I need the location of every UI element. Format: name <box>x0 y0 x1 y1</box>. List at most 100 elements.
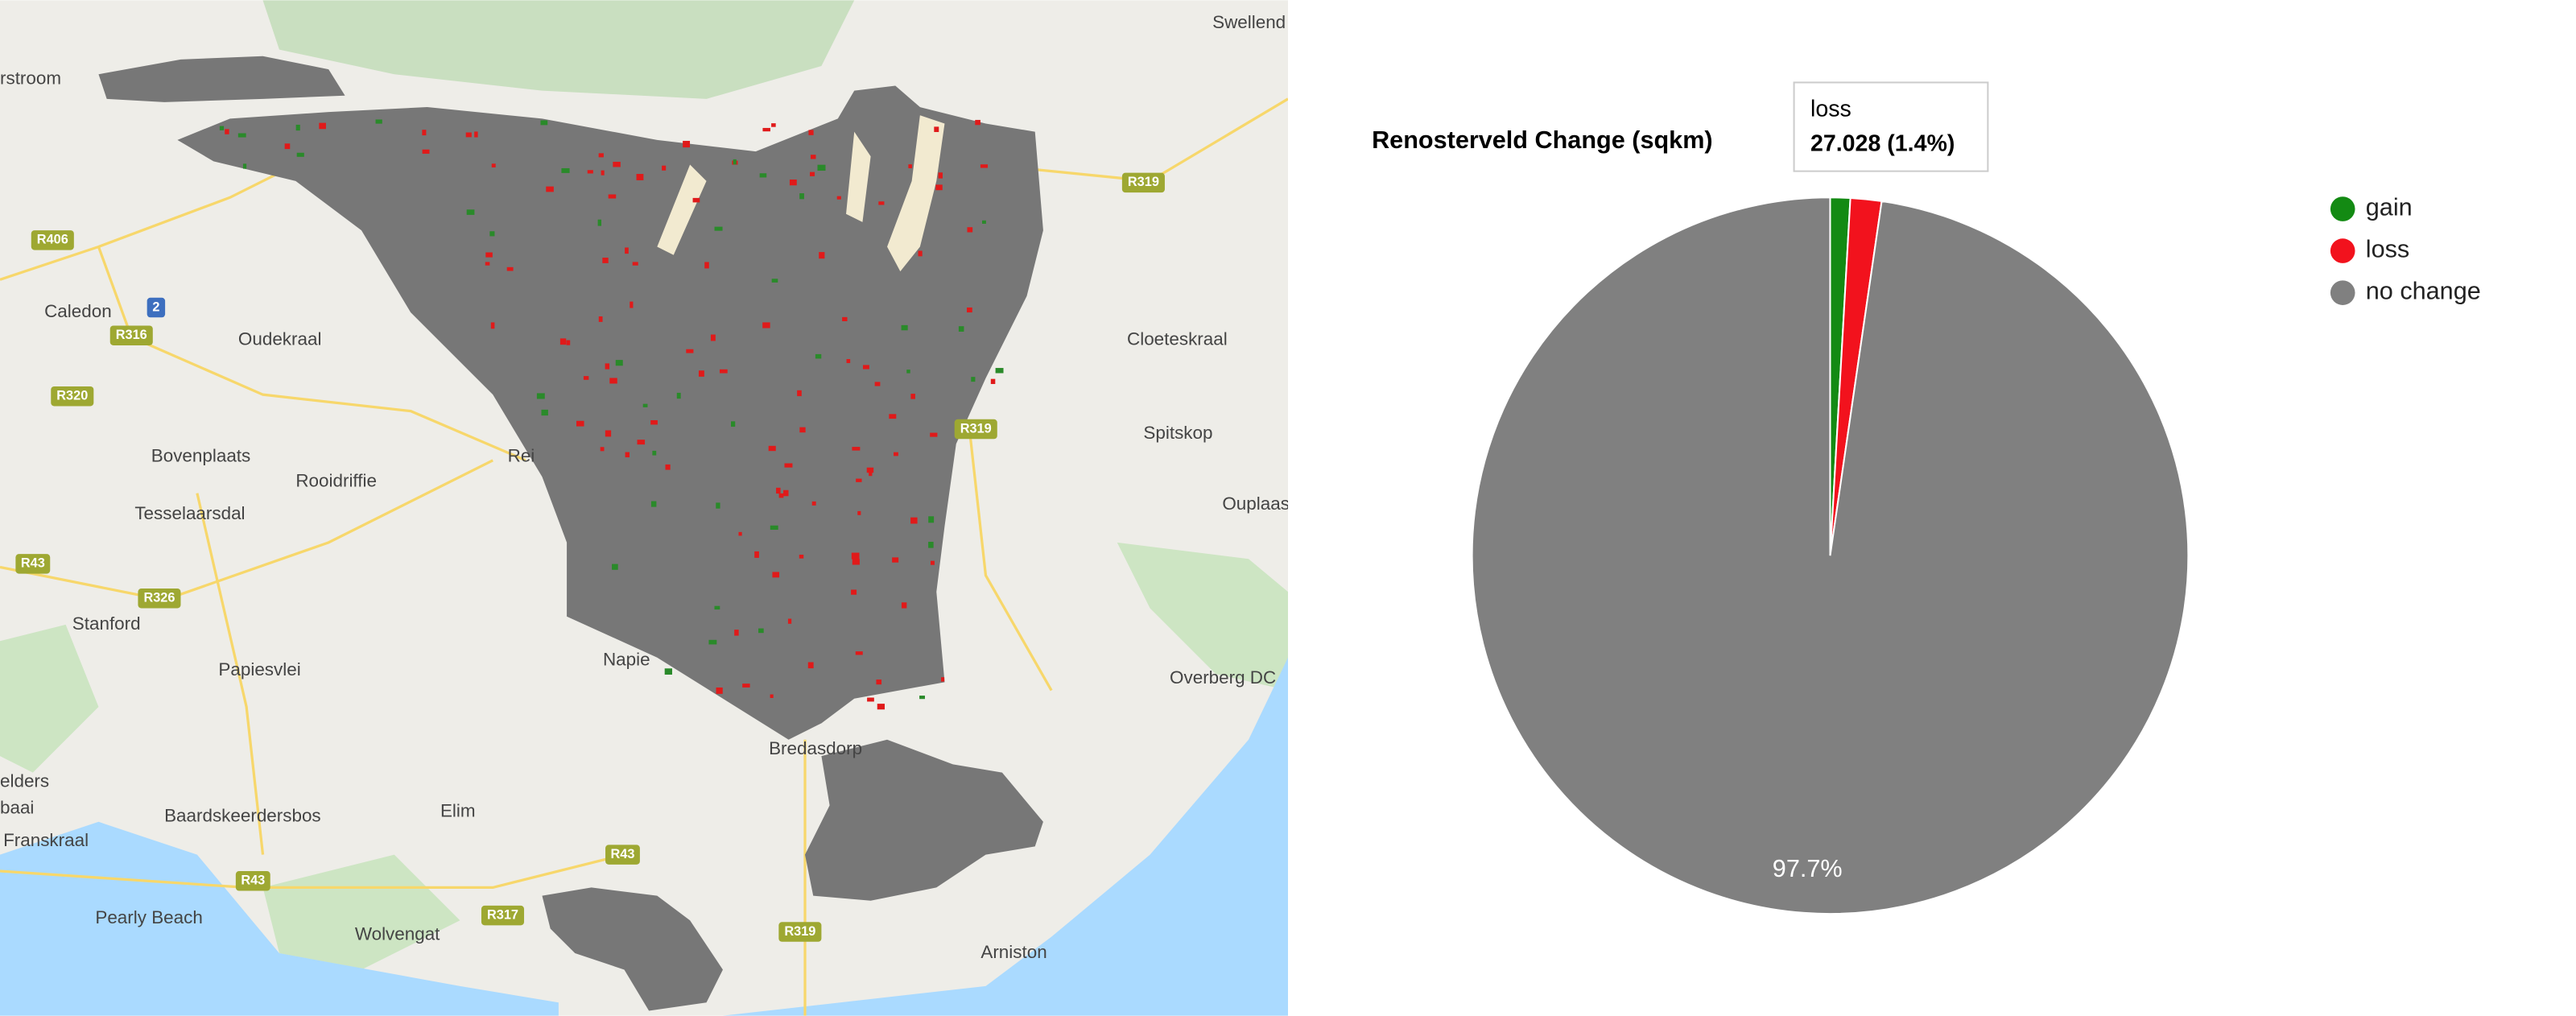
speck <box>762 127 770 132</box>
legend-swatch <box>2330 238 2355 263</box>
speck <box>784 463 793 468</box>
speck <box>990 378 996 384</box>
road-shield <box>1121 172 1165 193</box>
speck <box>583 376 589 380</box>
speck <box>938 172 943 179</box>
speck <box>934 126 939 132</box>
speck <box>219 126 225 130</box>
legend-label: gain <box>2366 194 2413 221</box>
speck <box>967 227 973 233</box>
speck <box>704 262 709 269</box>
place-label: Franskraal <box>3 830 89 850</box>
speck <box>632 262 638 266</box>
speck <box>878 201 885 205</box>
speck <box>692 197 700 203</box>
speck <box>296 152 304 157</box>
place-label: Cloeteskraal <box>1127 329 1228 349</box>
place-label: Wolvengat <box>355 924 440 944</box>
sea <box>0 821 559 1016</box>
mountains <box>262 0 855 99</box>
speck <box>491 163 496 167</box>
speck <box>910 394 915 399</box>
speck <box>789 179 797 186</box>
speck <box>485 262 490 266</box>
road-label: R319 <box>784 924 815 939</box>
speck <box>615 360 623 366</box>
legend: gain loss no change <box>2330 194 2481 305</box>
speck <box>874 382 881 386</box>
speck <box>600 447 605 452</box>
speck <box>731 421 736 427</box>
speck <box>601 170 605 176</box>
speck <box>605 363 610 370</box>
speck <box>609 378 617 384</box>
place-label: Bovenplaats <box>151 446 251 466</box>
road-label: R316 <box>116 328 147 342</box>
speck <box>776 487 781 494</box>
speck <box>958 326 964 332</box>
tooltip-text: 27.028 (1.4%) <box>1810 131 1955 157</box>
place-label: elders <box>0 771 49 791</box>
map[interactable]: rstroom Swellend Caledon Oudekraal Bovenplaa… <box>0 0 1290 1016</box>
road-label: R319 <box>1128 175 1159 189</box>
place-label: Stanford <box>72 613 141 634</box>
tooltip: loss 27.028 (1.4%) <box>1793 81 1989 172</box>
pie[interactable]: 97.7% <box>1471 196 2190 915</box>
speck <box>686 349 694 353</box>
place-label: Baardskeerdersbos <box>164 806 321 826</box>
speck <box>652 450 657 456</box>
speck <box>541 409 548 416</box>
place-label: Oudekraal <box>238 329 322 349</box>
speck <box>597 219 602 226</box>
speck <box>889 414 897 419</box>
speck <box>862 365 869 370</box>
speck <box>734 630 739 636</box>
speck <box>807 662 814 669</box>
place-label: Overberg DC <box>1170 667 1276 688</box>
place-label: Bredasdorp <box>769 738 862 758</box>
speck <box>928 516 935 523</box>
speck <box>772 572 780 578</box>
speck <box>608 194 617 199</box>
speck <box>995 368 1004 374</box>
place-label: rstroom <box>0 68 61 88</box>
speck <box>602 258 609 263</box>
road-label: R406 <box>37 233 68 247</box>
speck <box>876 679 882 685</box>
speck <box>971 377 976 382</box>
speck <box>613 161 621 167</box>
speck <box>474 131 478 138</box>
speck <box>758 628 764 634</box>
road-label: R43 <box>241 874 265 888</box>
speck <box>710 334 716 341</box>
road-shield <box>778 922 822 942</box>
road-label: R43 <box>611 847 635 861</box>
speck <box>852 447 861 451</box>
speck <box>566 340 571 345</box>
place-label: Napie <box>603 650 650 670</box>
speck <box>819 252 825 259</box>
speck <box>489 231 495 237</box>
speck <box>770 694 774 698</box>
speck <box>698 370 704 377</box>
speck <box>815 353 822 359</box>
speck <box>851 552 860 560</box>
green-area <box>0 624 99 773</box>
place-label: baai <box>0 797 34 817</box>
speck <box>857 510 861 515</box>
speck <box>242 163 247 169</box>
speck <box>642 403 648 407</box>
speck <box>536 393 545 399</box>
study-area <box>542 887 723 1011</box>
speck <box>768 445 776 452</box>
place-label: Spitskop <box>1143 423 1212 443</box>
speck <box>910 517 918 524</box>
speck <box>466 209 475 215</box>
pie-slice <box>1471 196 2190 915</box>
place-label: Papiesvlei <box>218 659 300 679</box>
speck <box>852 559 860 565</box>
speck <box>237 133 246 138</box>
road-label: R320 <box>56 389 88 403</box>
speck <box>918 250 923 257</box>
